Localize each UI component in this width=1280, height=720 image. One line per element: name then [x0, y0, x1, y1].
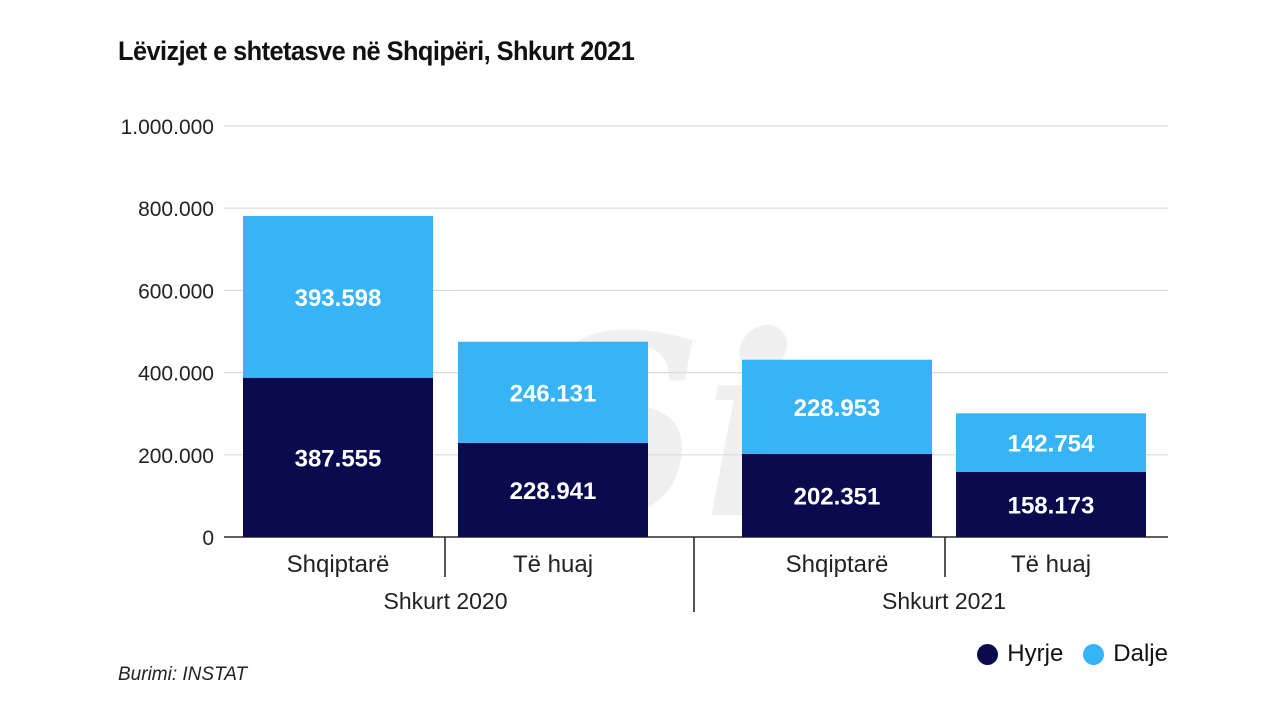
data-label: 202.351	[794, 483, 881, 510]
chart-title: Lëvizjet e shtetasve në Shqipëri, Shkurt…	[118, 36, 635, 66]
data-label: 228.953	[794, 395, 881, 422]
x-category-label: Shqiptarë	[287, 551, 390, 578]
legend-swatch-dalje	[1083, 643, 1105, 665]
x-category-label: Shqiptarë	[786, 551, 889, 578]
bar-segment-hyrje	[742, 453, 932, 537]
bar-segment-hyrje	[956, 471, 1146, 537]
legend-label-dalje: Dalje	[1113, 640, 1168, 667]
y-tick-label: 600.000	[138, 280, 214, 303]
x-group-label: Shkurt 2021	[882, 588, 1006, 614]
y-tick-label: 200.000	[138, 445, 214, 468]
legend-item-dalje: Dalje	[1083, 640, 1168, 668]
source-note: Burimi: INSTAT	[118, 664, 248, 685]
legend-label-hyrje: Hyrje	[1007, 640, 1064, 667]
legend-item-hyrje: Hyrje	[977, 640, 1063, 668]
legend-swatch-hyrje	[977, 643, 999, 665]
y-tick-label: 0	[202, 527, 214, 550]
data-label: 387.555	[295, 445, 382, 472]
data-label: 142.754	[1008, 431, 1095, 458]
y-tick-label: 400.000	[138, 363, 214, 386]
bar-segment-dalje	[956, 413, 1146, 472]
data-label: 393.598	[295, 285, 382, 312]
x-category-label: Të huaj	[1011, 551, 1091, 578]
bar-segment-hyrje	[458, 442, 648, 537]
data-label: 228.941	[510, 478, 597, 505]
legend: Hyrje Dalje	[977, 640, 1168, 668]
bars: 387.555 393.598 228.941 246.131 202.351 228.9…	[243, 215, 1146, 537]
y-tick-label: 1.000.000	[121, 116, 214, 139]
bar-segment-dalje	[458, 341, 648, 443]
data-label: 158.173	[1008, 492, 1095, 519]
bar-segment-dalje	[742, 359, 932, 454]
bar-segment-dalje	[243, 215, 433, 378]
x-group-label: Shkurt 2020	[383, 588, 507, 614]
data-label: 246.131	[510, 380, 597, 407]
bar-segment-hyrje	[243, 377, 433, 537]
y-tick-label: 800.000	[138, 198, 214, 221]
x-category-label: Të huaj	[513, 551, 593, 578]
